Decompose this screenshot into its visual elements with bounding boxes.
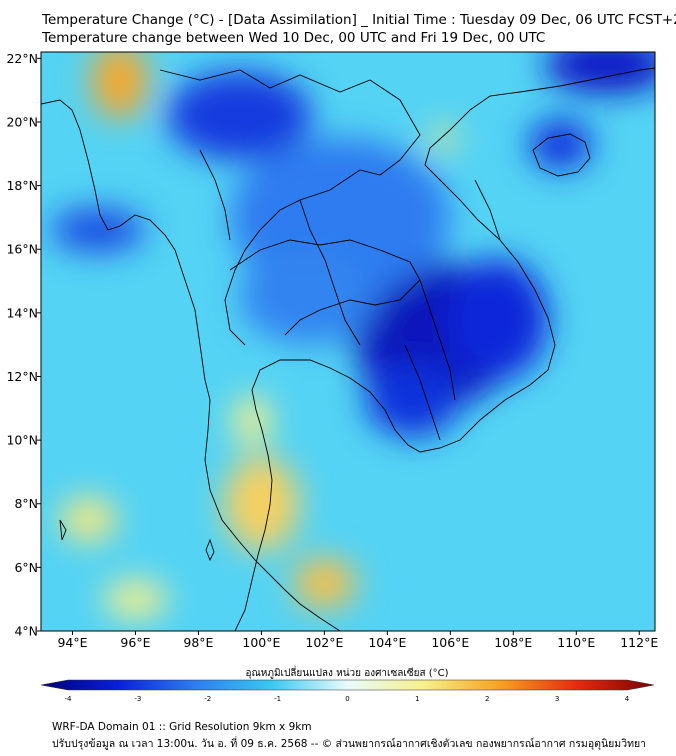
lat-tick-label: 18°N xyxy=(6,178,38,193)
colorbar-tick-label: -1 xyxy=(274,695,281,703)
lon-tick-label: 104°E xyxy=(368,635,406,650)
colorbar-tick-label: 3 xyxy=(555,695,559,703)
map-plot-area xyxy=(41,52,655,631)
field-anomaly-5 xyxy=(529,118,593,170)
colorbar-tick-label: -4 xyxy=(65,695,73,703)
colorbar-ticks: -4 -3 -2 -1 0 1 2 3 4 xyxy=(65,695,630,703)
footer-credit: ปรับปรุงข้อมูล ณ เวลา 13:00น. วัน อ. ที่… xyxy=(52,738,647,750)
field-anomaly-11 xyxy=(292,557,356,609)
colorbar-bar xyxy=(40,679,655,691)
colorbar-tick-label: 4 xyxy=(625,695,630,703)
map-title: Temperature Change (°C) - [Data Assimila… xyxy=(42,12,676,28)
temperature-field xyxy=(50,52,655,619)
lon-tick-label: 108°E xyxy=(494,635,532,650)
colorbar-tick-label: 1 xyxy=(415,695,419,703)
field-anomaly-3 xyxy=(166,71,312,161)
field-anomaly-6 xyxy=(544,52,655,94)
lat-tick-label: 12°N xyxy=(6,369,38,384)
field-anomaly-7 xyxy=(50,207,145,253)
lon-tick-label: 100°E xyxy=(242,635,280,650)
lat-tick-label: 16°N xyxy=(6,242,38,257)
lon-tick-label: 110°E xyxy=(557,635,595,650)
lat-tick-label: 22°N xyxy=(6,51,38,66)
field-anomaly-1 xyxy=(447,258,548,380)
colorbar-tick-label: -3 xyxy=(134,695,141,703)
lat-tick-label: 14°N xyxy=(6,305,38,320)
lat-tick-label: 4°N xyxy=(14,624,38,639)
map-frame xyxy=(40,51,656,632)
colorbar-tick-label: 0 xyxy=(345,695,349,703)
lon-tick-label: 96°E xyxy=(120,635,150,650)
colorbar-tick-label: 2 xyxy=(485,695,489,703)
longitude-axis: 94°E 96°E 98°E 100°E 102°E 104°E 106°E 108°E 110… xyxy=(57,631,658,650)
colorbar: อุณหภูมิเปลี่ยนแปลง หน่วย องศาเซลเซียส (… xyxy=(40,665,655,703)
footer-model-info: WRF-DA Domain 01 :: Grid Resolution 9km … xyxy=(52,721,312,733)
field-anomaly-2 xyxy=(365,360,460,437)
temperature-map: 94°E 96°E 98°E 100°E 102°E 104°E 106°E 108°E 110… xyxy=(6,51,658,703)
lon-tick-label: 112°E xyxy=(620,635,658,650)
map-subtitle: Temperature change between Wed 10 Dec, 0… xyxy=(42,30,546,46)
coastlines-borders xyxy=(41,67,655,631)
field-anomaly-9 xyxy=(91,52,149,119)
field-anomaly-8 xyxy=(239,249,378,345)
lon-tick-label: 102°E xyxy=(305,635,343,650)
lat-tick-label: 20°N xyxy=(6,114,38,129)
latitude-axis: 22°N 20°N 18°N 16°N 14°N 12°N 10°N 8°N 6°N 4°N xyxy=(6,51,41,639)
lat-tick-label: 6°N xyxy=(14,560,38,575)
field-anomaly-15 xyxy=(431,125,457,151)
field-anomaly-14 xyxy=(233,395,271,447)
colorbar-tick-label: -2 xyxy=(204,695,211,703)
lon-tick-label: 106°E xyxy=(431,635,469,650)
lon-tick-label: 94°E xyxy=(57,635,87,650)
field-anomaly-10 xyxy=(223,456,300,552)
field-anomaly-13 xyxy=(103,580,167,619)
colorbar-label: อุณหภูมิเปลี่ยนแปลง หน่วย องศาเซลเซียส (… xyxy=(245,665,448,679)
lon-tick-label: 98°E xyxy=(183,635,213,650)
lat-tick-label: 10°N xyxy=(6,433,38,448)
lat-tick-label: 8°N xyxy=(14,496,38,511)
field-anomaly-12 xyxy=(59,497,117,542)
